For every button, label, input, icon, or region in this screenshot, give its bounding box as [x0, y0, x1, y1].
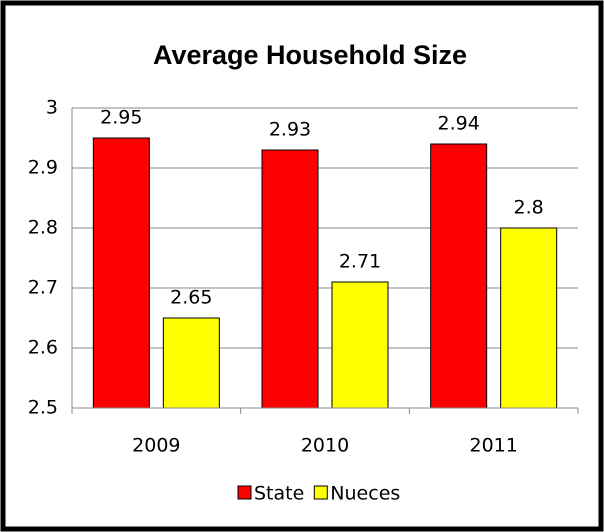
bar [92, 137, 150, 409]
bar [261, 149, 319, 409]
legend-label: State [254, 483, 304, 505]
value-label: 2.8 [514, 197, 544, 219]
legend-key [313, 485, 328, 500]
y-tick-label: 2.8 [28, 217, 58, 239]
value-label: 2.65 [170, 287, 212, 309]
legend-label: Nueces [330, 483, 400, 505]
x-tick-label: 2010 [301, 435, 349, 457]
value-label: 2.71 [339, 251, 381, 273]
chart-title: Average Household Size [153, 40, 467, 70]
y-tick-label: 2.6 [28, 337, 58, 359]
bar [162, 317, 220, 409]
y-tick-label: 2.7 [28, 277, 58, 299]
bar [331, 281, 389, 409]
value-label: 2.93 [269, 119, 311, 141]
bar [500, 227, 558, 409]
y-tick-label: 2.9 [28, 157, 58, 179]
y-tick-label: 3 [46, 97, 58, 119]
x-tick-label: 2009 [132, 435, 180, 457]
value-label: 2.94 [438, 113, 480, 135]
bar [430, 143, 488, 409]
x-tick-label: 2011 [469, 435, 517, 457]
y-tick-label: 2.5 [28, 397, 58, 419]
value-label: 2.95 [100, 107, 142, 129]
legend-key [237, 485, 252, 500]
